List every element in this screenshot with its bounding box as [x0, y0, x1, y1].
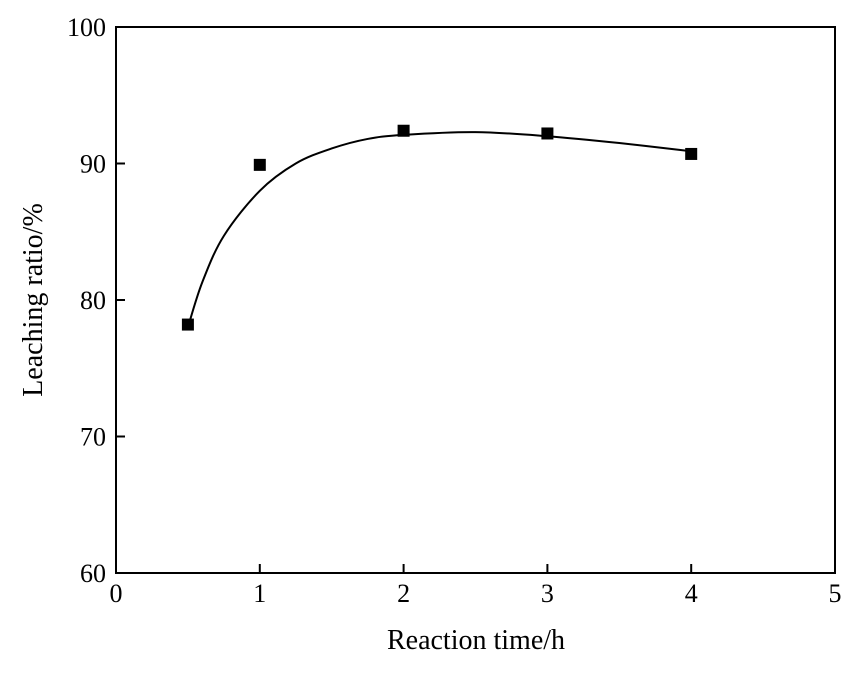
- y-tick-label: 70: [80, 423, 106, 452]
- x-tick-label: 1: [253, 579, 266, 608]
- data-point: [685, 147, 698, 160]
- data-point: [181, 318, 194, 331]
- x-tick-label: 4: [685, 579, 698, 608]
- y-tick-label: 80: [80, 286, 106, 315]
- y-axis-ticks: 60 70 80 90 100: [67, 13, 125, 588]
- fit-curve: [186, 131, 692, 328]
- x-tick-label: 3: [541, 579, 554, 608]
- x-tick-label: 5: [829, 579, 842, 608]
- x-tick-label: 2: [397, 579, 410, 608]
- y-tick-label: 90: [80, 150, 106, 179]
- y-axis-title: Leaching ratio/%: [18, 203, 49, 397]
- data-point: [541, 127, 554, 140]
- data-points: [181, 124, 698, 331]
- y-tick-label: 60: [80, 559, 106, 588]
- x-axis-ticks: 0 1 2 3 4 5: [110, 564, 842, 608]
- data-point: [397, 124, 410, 137]
- y-tick-label: 100: [67, 13, 106, 42]
- x-tick-label: 0: [110, 579, 123, 608]
- data-point: [253, 158, 266, 171]
- plot-frame: [115, 26, 836, 574]
- x-axis-title: Reaction time/h: [387, 625, 565, 656]
